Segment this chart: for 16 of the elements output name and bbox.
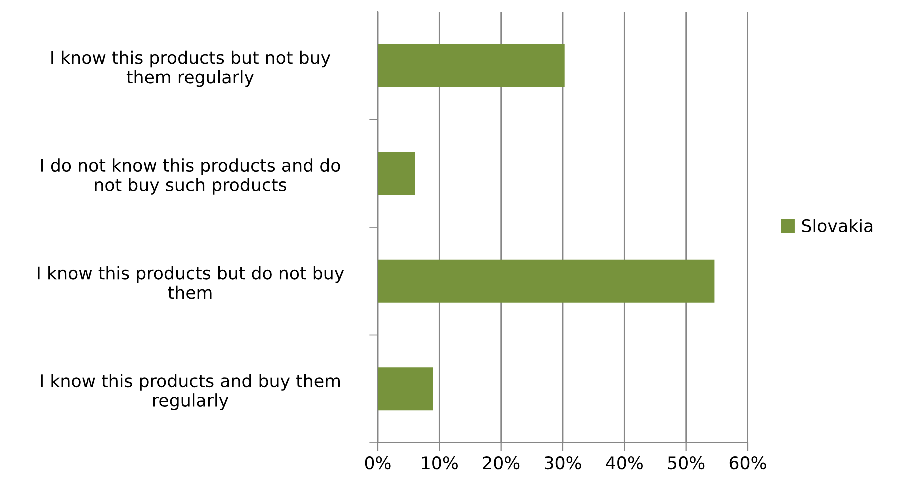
x-tick-label: 30% [545, 456, 582, 470]
bar [378, 44, 565, 88]
x-tick-label: 10% [422, 456, 458, 470]
bar [378, 368, 434, 411]
y-tick-label: I know this products and buy them regularly [41, 374, 340, 410]
y-tick-label: I know this products but not buy them regularly [52, 50, 331, 88]
bar [378, 152, 415, 196]
x-tick-label: 20% [483, 456, 520, 470]
x-tick-label: 0% [365, 456, 391, 470]
y-tick-label: I know this products but do not buy them [38, 266, 344, 300]
bar [378, 260, 715, 303]
x-tick-label: 60% [730, 456, 766, 470]
y-tick-label: I do not know this products and do not buy such products [41, 158, 340, 195]
x-tick-label: 50% [668, 456, 705, 470]
x-tick-label: 40% [606, 456, 643, 470]
legend-label: Slovakia [802, 219, 873, 233]
